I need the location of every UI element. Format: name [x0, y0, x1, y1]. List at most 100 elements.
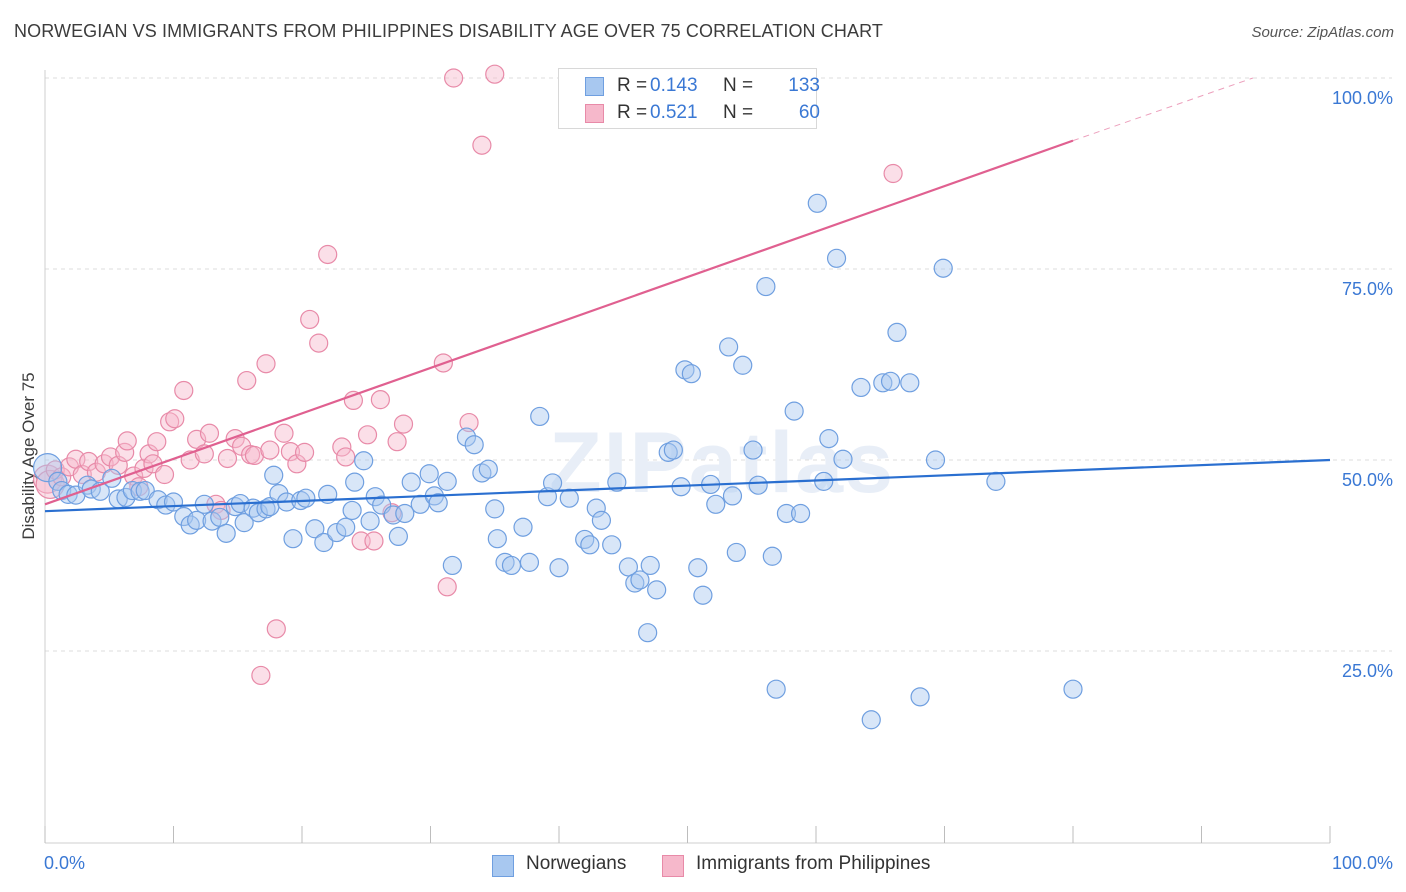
philippines-point-12: [115, 442, 135, 462]
norwegians-point-56: [437, 471, 457, 491]
norwegians-point-65: [501, 555, 522, 576]
norwegians-point-109: [826, 248, 847, 268]
norwegians-point-82: [638, 623, 658, 643]
norwegians-point-31: [264, 465, 284, 485]
norwegians-point-36: [296, 488, 316, 508]
norwegians-point-77: [602, 535, 622, 555]
philippines-point-63: [883, 163, 903, 184]
norwegians-point-55: [428, 493, 448, 513]
philippines-point-43: [294, 442, 315, 462]
tick-labels: 25.0% 50.0% 75.0% 100.0% 0.0% 100.0%: [44, 88, 1393, 873]
philippines-point-13: [117, 431, 137, 451]
legend-label: Norwegians: [526, 853, 627, 874]
norwegians-point-106: [807, 193, 827, 213]
series-philippines-points: [32, 64, 903, 686]
philippines-point-44: [300, 309, 320, 330]
norwegians-point-34: [283, 529, 303, 549]
stats-legend: R = 0.143 N = 133 R = 0.521 N = 60: [558, 68, 820, 129]
trend-lines: [44, 77, 1331, 513]
norwegians-point-78: [607, 472, 627, 492]
norwegians-point-61: [478, 459, 498, 479]
norwegians-point-68: [530, 406, 550, 427]
norwegians-point-120: [986, 471, 1006, 491]
norwegians-point-117: [910, 687, 930, 707]
philippines-point-55: [387, 432, 407, 452]
norwegians-point-100: [756, 276, 776, 297]
philippines-point-20: [154, 464, 175, 485]
norwegians-point-118: [925, 450, 946, 470]
norwegians-point-63: [487, 529, 507, 549]
philippines-point-19: [147, 432, 167, 452]
philippines-point-53: [370, 390, 390, 410]
philippines-point-36: [251, 665, 271, 686]
norwegians-point-57: [442, 555, 462, 576]
philippines-point-51: [357, 425, 378, 445]
norwegians-point-111: [851, 377, 871, 398]
r-value: 0.521: [650, 102, 698, 123]
philippines-point-40: [274, 423, 294, 443]
norwegians-point-84: [647, 580, 667, 600]
norwegians-point-12: [130, 481, 150, 501]
norwegians-point-89: [681, 364, 701, 384]
philippines-point-48: [336, 447, 356, 467]
norwegians-point-116: [900, 373, 920, 393]
norwegians-point-102: [766, 679, 786, 699]
legend-swatch-blue: [585, 77, 604, 96]
norwegians-point-74: [580, 535, 600, 555]
philippines-point-45: [309, 333, 329, 353]
norwegians-point-62: [485, 499, 505, 519]
norwegians-point-94: [719, 337, 739, 357]
norwegians-point-23: [216, 523, 236, 543]
norwegians-point-103: [776, 503, 797, 524]
norwegians-point-83: [640, 555, 660, 576]
n-label: N =: [723, 75, 754, 96]
x-tick-label-min: 0.0%: [44, 853, 85, 873]
norwegians-point-119: [933, 258, 953, 278]
philippines-point-56: [393, 414, 414, 434]
norwegians-point-42: [342, 500, 362, 521]
series-norwegians-points: [32, 193, 1083, 730]
norwegians-point-51: [401, 472, 421, 492]
norwegians-point-37: [305, 519, 325, 539]
legend-label: Immigrants from Philippines: [696, 853, 931, 874]
philippines-point-58: [437, 577, 457, 597]
philippines-point-42: [287, 454, 307, 474]
chart-title: NORWEGIAN VS IMMIGRANTS FROM PHILIPPINES…: [14, 21, 883, 41]
norwegians-point-81: [630, 570, 650, 590]
norwegians-point-101: [762, 546, 782, 566]
norwegians-point-72: [559, 488, 579, 508]
norwegians-point-90: [688, 558, 708, 578]
norwegians-point-115: [887, 322, 907, 343]
watermark: ZIPatlas: [549, 415, 895, 511]
norwegians-point-104: [784, 401, 804, 421]
norwegians-point-114: [880, 371, 901, 391]
norwegians-point-70: [542, 473, 563, 493]
philippines-point-31: [225, 429, 245, 449]
norwegians-point-86: [663, 440, 683, 460]
norwegians-point-105: [790, 503, 811, 524]
legend-swatch-blue: [492, 855, 514, 877]
philippines-point-23: [174, 380, 194, 401]
grid: [45, 77, 1392, 652]
norwegians-point-95: [722, 486, 743, 506]
norwegians-point-73: [575, 529, 595, 550]
norwegians-point-38: [314, 532, 334, 553]
philippines-point-17: [139, 444, 159, 464]
norwegians-point-43: [345, 472, 365, 492]
source-label: Source: ZipAtlas.com: [1251, 24, 1394, 41]
norwegians-point-50: [395, 503, 415, 524]
r-label: R =: [617, 102, 648, 123]
philippines-point-61: [472, 135, 492, 155]
norwegians-point-110: [833, 449, 853, 469]
y-tick-label-100: 100.0%: [1332, 88, 1393, 108]
norwegians-point-53: [419, 464, 439, 484]
n-value: 133: [788, 75, 820, 96]
norwegians-point-67: [519, 552, 540, 572]
norwegians-point-40: [327, 522, 347, 543]
watermark-text: ZIPatlas: [549, 415, 895, 511]
philippines-point-30: [217, 448, 238, 469]
philippines-point-35: [244, 445, 265, 466]
philippines-point-60: [459, 412, 479, 433]
philippines-point-47: [332, 437, 352, 457]
